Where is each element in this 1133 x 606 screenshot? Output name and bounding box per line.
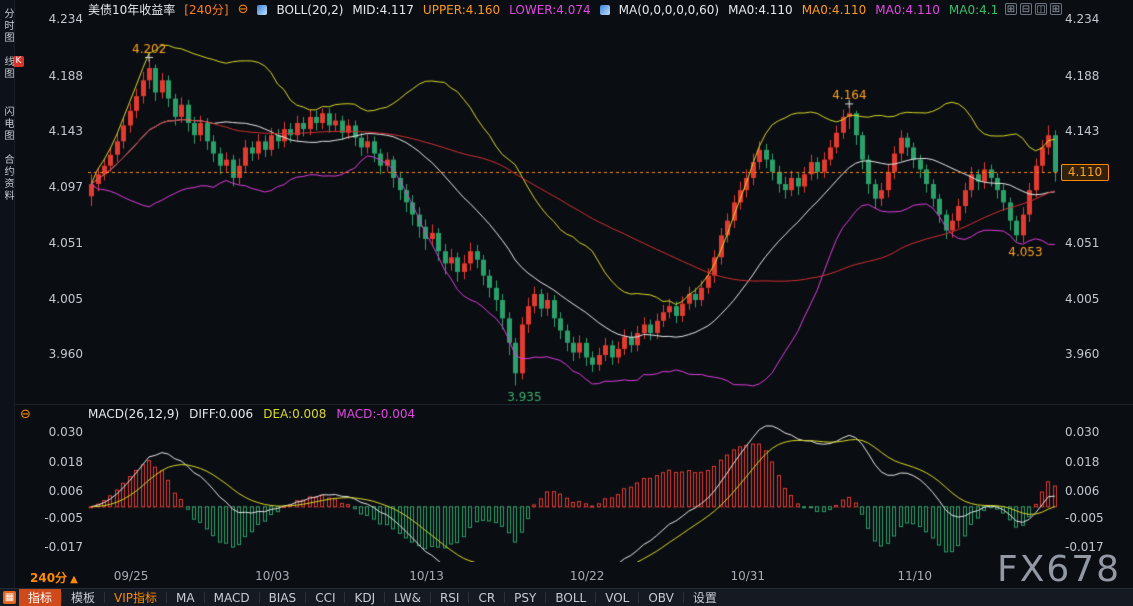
- axis-tick-label: 4.143: [1065, 124, 1099, 139]
- axis-tick-label: 3.960: [49, 347, 83, 362]
- toolbar-item-settings[interactable]: 设置: [684, 589, 726, 606]
- axis-tick-label: -0.017: [44, 540, 83, 555]
- toolbar-item-vol[interactable]: VOL: [596, 589, 638, 606]
- axis-tick-label: 4.234: [1065, 12, 1099, 27]
- ma-value-1: MA0:4.110: [728, 3, 793, 17]
- bottom-toolbar: ▦ 指标模板VIP指标MAMACDBIASCCIKDJLW&RSICRPSYBO…: [0, 588, 1133, 606]
- x-axis-date-label: 10/03: [255, 569, 297, 583]
- ma-value-3: MA0:4.110: [875, 3, 940, 17]
- x-axis-date-label: 10/31: [730, 569, 772, 583]
- boll-upper-value: UPPER:4.160: [423, 3, 500, 17]
- sidebar-tab-time-chart[interactable]: 分时图: [2, 8, 13, 44]
- boll-indicator-icon: [257, 5, 267, 15]
- k-line-badge-icon: K: [13, 56, 24, 67]
- toolbar-item-macd[interactable]: MACD: [205, 589, 259, 606]
- collapse-main-panel-icon[interactable]: ⊖: [238, 3, 249, 16]
- axis-tick-label: 4.188: [49, 69, 83, 84]
- symbol-title: 美债10年收益率: [88, 1, 175, 18]
- x-axis-date-label: 10/13: [409, 569, 451, 583]
- layout-single-icon[interactable]: ⊞: [1005, 3, 1017, 15]
- macd-label: MACD(26,12,9): [88, 407, 179, 421]
- axis-tick-label: 4.188: [1065, 69, 1099, 84]
- toolbar-item-psy[interactable]: PSY: [505, 589, 545, 606]
- chart-application: 分时图 K线图 闪电图 合约资料 美债10年收益率 [240分] ⊖ BOLL(…: [0, 0, 1133, 606]
- left-sidebar: 分时图 K线图 闪电图 合约资料: [0, 0, 15, 588]
- sidebar-tab-contract-info[interactable]: 合约资料: [2, 154, 13, 202]
- period-text: 240分: [30, 571, 67, 585]
- ma-value-2: MA0:4.110: [802, 3, 867, 17]
- toolbar-items: 指标模板VIP指标MAMACDBIASCCIKDJLW&RSICRPSYBOLL…: [19, 589, 726, 606]
- layout-quad-icon[interactable]: ⊞: [1050, 3, 1062, 15]
- toolbar-item-rsi[interactable]: RSI: [431, 589, 469, 606]
- macd-panel-canvas[interactable]: [88, 422, 1058, 562]
- panel-divider: [0, 404, 1133, 405]
- toolbar-item-vip-indicators[interactable]: VIP指标: [105, 589, 166, 606]
- x-axis-date-label: 11/10: [897, 569, 939, 583]
- axis-tick-label: 4.051: [49, 236, 83, 251]
- indicators-grid-icon[interactable]: ▦: [3, 591, 16, 604]
- x-axis-date-label: 10/22: [570, 569, 612, 583]
- layout-split-horizontal-icon[interactable]: ⊟: [1020, 3, 1032, 15]
- macd-hist-value: MACD:-0.004: [336, 407, 415, 421]
- macd-dea-value: DEA:0.008: [263, 407, 326, 421]
- layout-icon-group: ⊞⊟◫⊞: [1005, 3, 1062, 15]
- axis-tick-label: 4.143: [49, 124, 83, 139]
- axis-tick-label: 4.097: [49, 180, 83, 195]
- axis-tick-label: 0.030: [49, 425, 83, 440]
- layout-split-vertical-icon[interactable]: ◫: [1035, 3, 1047, 15]
- main-chart-canvas[interactable]: [88, 18, 1058, 402]
- toolbar-item-boll[interactable]: BOLL: [546, 589, 595, 606]
- toolbar-item-templates[interactable]: 模板: [62, 589, 104, 606]
- sidebar-tab-kline-label: 线图: [2, 56, 13, 80]
- axis-tick-label: 0.006: [49, 484, 83, 499]
- toolbar-item-cr[interactable]: CR: [469, 589, 504, 606]
- toolbar-item-cci[interactable]: CCI: [306, 589, 344, 606]
- sidebar-tab-flash-chart[interactable]: 闪电图: [2, 106, 13, 142]
- axis-tick-label: -0.005: [1065, 511, 1104, 526]
- collapse-macd-panel-icon[interactable]: ⊖: [20, 407, 31, 422]
- axis-tick-label: 0.030: [1065, 425, 1099, 440]
- axis-tick-label: 0.006: [1065, 484, 1099, 499]
- macd-header: MACD(26,12,9) DIFF:0.006 DEA:0.008 MACD:…: [88, 407, 415, 421]
- toolbar-item-obv[interactable]: OBV: [639, 589, 683, 606]
- boll-lower-value: LOWER:4.074: [509, 3, 591, 17]
- boll-mid-value: MID:4.117: [352, 3, 414, 17]
- axis-tick-label: -0.017: [1065, 540, 1104, 555]
- axis-tick-label: 4.005: [49, 292, 83, 307]
- price-axis-left: 4.234 4.188 4.143 4.097 4.051 4.005 3.960 0.030…: [14, 0, 86, 588]
- axis-tick-label: 4.051: [1065, 236, 1099, 251]
- arrow-up-icon: ▲: [70, 574, 78, 585]
- ma-indicator-icon: [600, 5, 610, 15]
- axis-tick-label: 0.018: [1065, 455, 1099, 470]
- current-price-badge: 4.110: [1061, 164, 1109, 181]
- price-axis-right: 4.234 4.188 4.143 4.051 4.005 3.960 0.030 0.018…: [1063, 0, 1133, 588]
- toolbar-item-indicators[interactable]: 指标: [19, 589, 61, 606]
- toolbar-item-lwr[interactable]: LW&: [385, 589, 430, 606]
- axis-tick-label: -0.005: [44, 511, 83, 526]
- axis-tick-label: 0.018: [49, 455, 83, 470]
- toolbar-item-ma[interactable]: MA: [167, 589, 204, 606]
- current-period-selector[interactable]: 240分▲: [30, 569, 78, 586]
- boll-label: BOLL(20,2): [276, 3, 343, 17]
- axis-tick-label: 3.960: [1065, 347, 1099, 362]
- macd-diff-value: DIFF:0.006: [189, 407, 253, 421]
- chart-header: 美债10年收益率 [240分] ⊖ BOLL(20,2) MID:4.117 U…: [88, 2, 998, 17]
- toolbar-item-kdj[interactable]: KDJ: [345, 589, 384, 606]
- axis-tick-label: 4.234: [49, 12, 83, 27]
- axis-tick-label: 4.005: [1065, 292, 1099, 307]
- ma-label: MA(0,0,0,0,0,60): [619, 3, 719, 17]
- ma-value-4: MA0:4.1: [949, 3, 998, 17]
- sidebar-tab-kline-chart[interactable]: K线图: [2, 56, 24, 80]
- toolbar-item-bias[interactable]: BIAS: [260, 589, 306, 606]
- period-tag[interactable]: [240分]: [184, 1, 228, 18]
- x-axis-row: 240分▲ 09/25 10/03 10/13 10/22 10/31 11/10: [0, 569, 1133, 585]
- x-axis-date-label: 09/25: [114, 569, 156, 583]
